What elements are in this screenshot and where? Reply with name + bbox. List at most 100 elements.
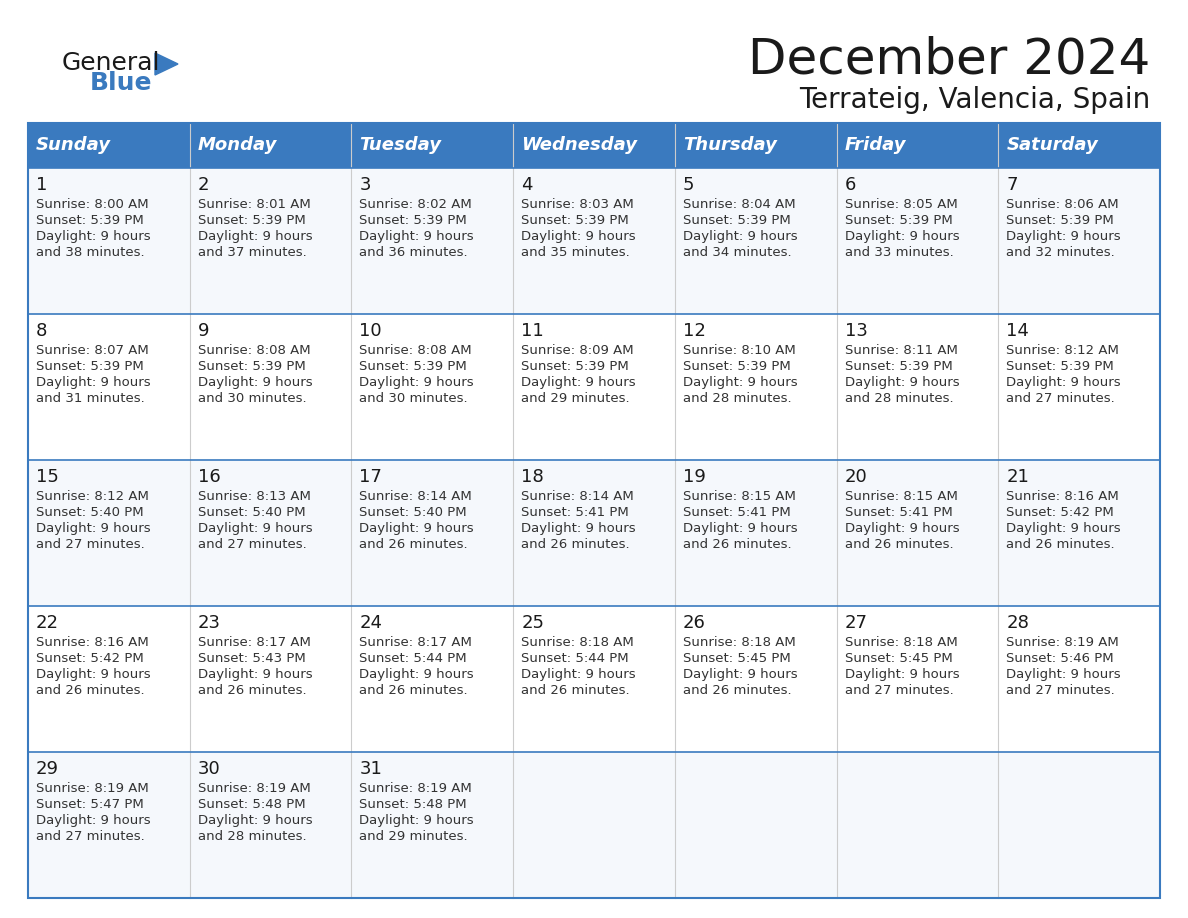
- Text: Daylight: 9 hours: Daylight: 9 hours: [197, 668, 312, 681]
- Text: Sunset: 5:41 PM: Sunset: 5:41 PM: [522, 506, 628, 519]
- Text: Daylight: 9 hours: Daylight: 9 hours: [1006, 522, 1121, 535]
- Text: Friday: Friday: [845, 137, 906, 154]
- Bar: [29, 606, 1159, 752]
- Text: and 27 minutes.: and 27 minutes.: [1006, 684, 1116, 697]
- Text: Sunset: 5:39 PM: Sunset: 5:39 PM: [36, 214, 144, 227]
- Text: and 26 minutes.: and 26 minutes.: [683, 538, 791, 551]
- Text: Sunset: 5:40 PM: Sunset: 5:40 PM: [197, 506, 305, 519]
- Text: Sunrise: 8:18 AM: Sunrise: 8:18 AM: [522, 636, 634, 649]
- Text: Sunrise: 8:02 AM: Sunrise: 8:02 AM: [360, 198, 472, 211]
- Text: Sunrise: 8:12 AM: Sunrise: 8:12 AM: [1006, 344, 1119, 357]
- Text: Sunrise: 8:01 AM: Sunrise: 8:01 AM: [197, 198, 310, 211]
- Text: Sunrise: 8:07 AM: Sunrise: 8:07 AM: [36, 344, 148, 357]
- Text: Daylight: 9 hours: Daylight: 9 hours: [36, 668, 151, 681]
- Text: Sunrise: 8:03 AM: Sunrise: 8:03 AM: [522, 198, 634, 211]
- Text: and 26 minutes.: and 26 minutes.: [360, 538, 468, 551]
- Text: 4: 4: [522, 176, 532, 194]
- Text: Sunrise: 8:11 AM: Sunrise: 8:11 AM: [845, 344, 958, 357]
- Text: and 29 minutes.: and 29 minutes.: [522, 392, 630, 405]
- Text: 17: 17: [360, 468, 383, 486]
- Bar: [29, 314, 1159, 460]
- Text: Sunrise: 8:14 AM: Sunrise: 8:14 AM: [360, 490, 472, 503]
- Text: 30: 30: [197, 760, 221, 778]
- Text: Sunrise: 8:19 AM: Sunrise: 8:19 AM: [360, 782, 472, 795]
- Text: Sunset: 5:39 PM: Sunset: 5:39 PM: [522, 214, 628, 227]
- Text: and 26 minutes.: and 26 minutes.: [197, 684, 307, 697]
- Text: 24: 24: [360, 614, 383, 632]
- Text: 11: 11: [522, 322, 544, 340]
- Text: Daylight: 9 hours: Daylight: 9 hours: [360, 376, 474, 389]
- Text: and 26 minutes.: and 26 minutes.: [522, 684, 630, 697]
- Text: December 2024: December 2024: [747, 36, 1150, 84]
- Text: Blue: Blue: [90, 71, 152, 95]
- Text: Sunset: 5:48 PM: Sunset: 5:48 PM: [197, 798, 305, 811]
- Bar: [29, 752, 1159, 898]
- Text: Daylight: 9 hours: Daylight: 9 hours: [522, 522, 636, 535]
- Text: Sunset: 5:43 PM: Sunset: 5:43 PM: [197, 652, 305, 665]
- Text: Sunset: 5:40 PM: Sunset: 5:40 PM: [36, 506, 144, 519]
- Text: Daylight: 9 hours: Daylight: 9 hours: [360, 814, 474, 827]
- Text: Sunset: 5:39 PM: Sunset: 5:39 PM: [683, 214, 790, 227]
- Text: Daylight: 9 hours: Daylight: 9 hours: [36, 814, 151, 827]
- Text: Daylight: 9 hours: Daylight: 9 hours: [197, 522, 312, 535]
- Text: Daylight: 9 hours: Daylight: 9 hours: [845, 668, 959, 681]
- Text: Daylight: 9 hours: Daylight: 9 hours: [1006, 668, 1121, 681]
- Text: Sunset: 5:45 PM: Sunset: 5:45 PM: [683, 652, 790, 665]
- Text: Sunrise: 8:13 AM: Sunrise: 8:13 AM: [197, 490, 310, 503]
- Text: Daylight: 9 hours: Daylight: 9 hours: [197, 230, 312, 243]
- Text: Daylight: 9 hours: Daylight: 9 hours: [360, 522, 474, 535]
- Text: 6: 6: [845, 176, 855, 194]
- Text: Sunrise: 8:19 AM: Sunrise: 8:19 AM: [36, 782, 148, 795]
- Text: Sunset: 5:39 PM: Sunset: 5:39 PM: [197, 360, 305, 373]
- Text: 28: 28: [1006, 614, 1029, 632]
- Text: Sunset: 5:46 PM: Sunset: 5:46 PM: [1006, 652, 1114, 665]
- Text: Sunrise: 8:04 AM: Sunrise: 8:04 AM: [683, 198, 796, 211]
- Text: Sunrise: 8:08 AM: Sunrise: 8:08 AM: [360, 344, 472, 357]
- Text: and 32 minutes.: and 32 minutes.: [1006, 246, 1116, 259]
- Text: and 27 minutes.: and 27 minutes.: [36, 830, 145, 843]
- Text: and 28 minutes.: and 28 minutes.: [683, 392, 791, 405]
- Text: 27: 27: [845, 614, 867, 632]
- Text: Sunrise: 8:14 AM: Sunrise: 8:14 AM: [522, 490, 634, 503]
- Text: Daylight: 9 hours: Daylight: 9 hours: [522, 230, 636, 243]
- Text: Daylight: 9 hours: Daylight: 9 hours: [1006, 376, 1121, 389]
- Text: and 26 minutes.: and 26 minutes.: [845, 538, 953, 551]
- Text: and 29 minutes.: and 29 minutes.: [360, 830, 468, 843]
- Text: Sunday: Sunday: [36, 137, 112, 154]
- Text: 21: 21: [1006, 468, 1029, 486]
- Text: and 26 minutes.: and 26 minutes.: [1006, 538, 1114, 551]
- Text: and 27 minutes.: and 27 minutes.: [36, 538, 145, 551]
- Text: Sunrise: 8:05 AM: Sunrise: 8:05 AM: [845, 198, 958, 211]
- Text: Sunrise: 8:15 AM: Sunrise: 8:15 AM: [683, 490, 796, 503]
- Text: 19: 19: [683, 468, 706, 486]
- Text: Sunrise: 8:18 AM: Sunrise: 8:18 AM: [683, 636, 796, 649]
- Text: and 27 minutes.: and 27 minutes.: [845, 684, 953, 697]
- Text: Sunrise: 8:00 AM: Sunrise: 8:00 AM: [36, 198, 148, 211]
- Text: Sunset: 5:39 PM: Sunset: 5:39 PM: [36, 360, 144, 373]
- Text: and 34 minutes.: and 34 minutes.: [683, 246, 791, 259]
- Text: 23: 23: [197, 614, 221, 632]
- Text: Sunset: 5:39 PM: Sunset: 5:39 PM: [845, 360, 953, 373]
- Text: Wednesday: Wednesday: [522, 137, 637, 154]
- Text: and 26 minutes.: and 26 minutes.: [36, 684, 145, 697]
- Text: 15: 15: [36, 468, 59, 486]
- Text: Daylight: 9 hours: Daylight: 9 hours: [522, 668, 636, 681]
- Text: Sunrise: 8:16 AM: Sunrise: 8:16 AM: [1006, 490, 1119, 503]
- Text: Sunset: 5:39 PM: Sunset: 5:39 PM: [360, 360, 467, 373]
- Text: General: General: [62, 51, 160, 75]
- Text: 13: 13: [845, 322, 867, 340]
- Text: and 26 minutes.: and 26 minutes.: [360, 684, 468, 697]
- Text: and 36 minutes.: and 36 minutes.: [360, 246, 468, 259]
- Text: Daylight: 9 hours: Daylight: 9 hours: [360, 230, 474, 243]
- Text: Sunset: 5:39 PM: Sunset: 5:39 PM: [197, 214, 305, 227]
- Text: Sunrise: 8:09 AM: Sunrise: 8:09 AM: [522, 344, 633, 357]
- Text: Sunset: 5:39 PM: Sunset: 5:39 PM: [683, 360, 790, 373]
- Text: Daylight: 9 hours: Daylight: 9 hours: [36, 522, 151, 535]
- Text: Sunset: 5:39 PM: Sunset: 5:39 PM: [845, 214, 953, 227]
- Text: 3: 3: [360, 176, 371, 194]
- Text: Daylight: 9 hours: Daylight: 9 hours: [683, 522, 797, 535]
- Text: and 38 minutes.: and 38 minutes.: [36, 246, 145, 259]
- Text: Sunrise: 8:19 AM: Sunrise: 8:19 AM: [197, 782, 310, 795]
- Text: Daylight: 9 hours: Daylight: 9 hours: [845, 376, 959, 389]
- Text: Sunset: 5:42 PM: Sunset: 5:42 PM: [36, 652, 144, 665]
